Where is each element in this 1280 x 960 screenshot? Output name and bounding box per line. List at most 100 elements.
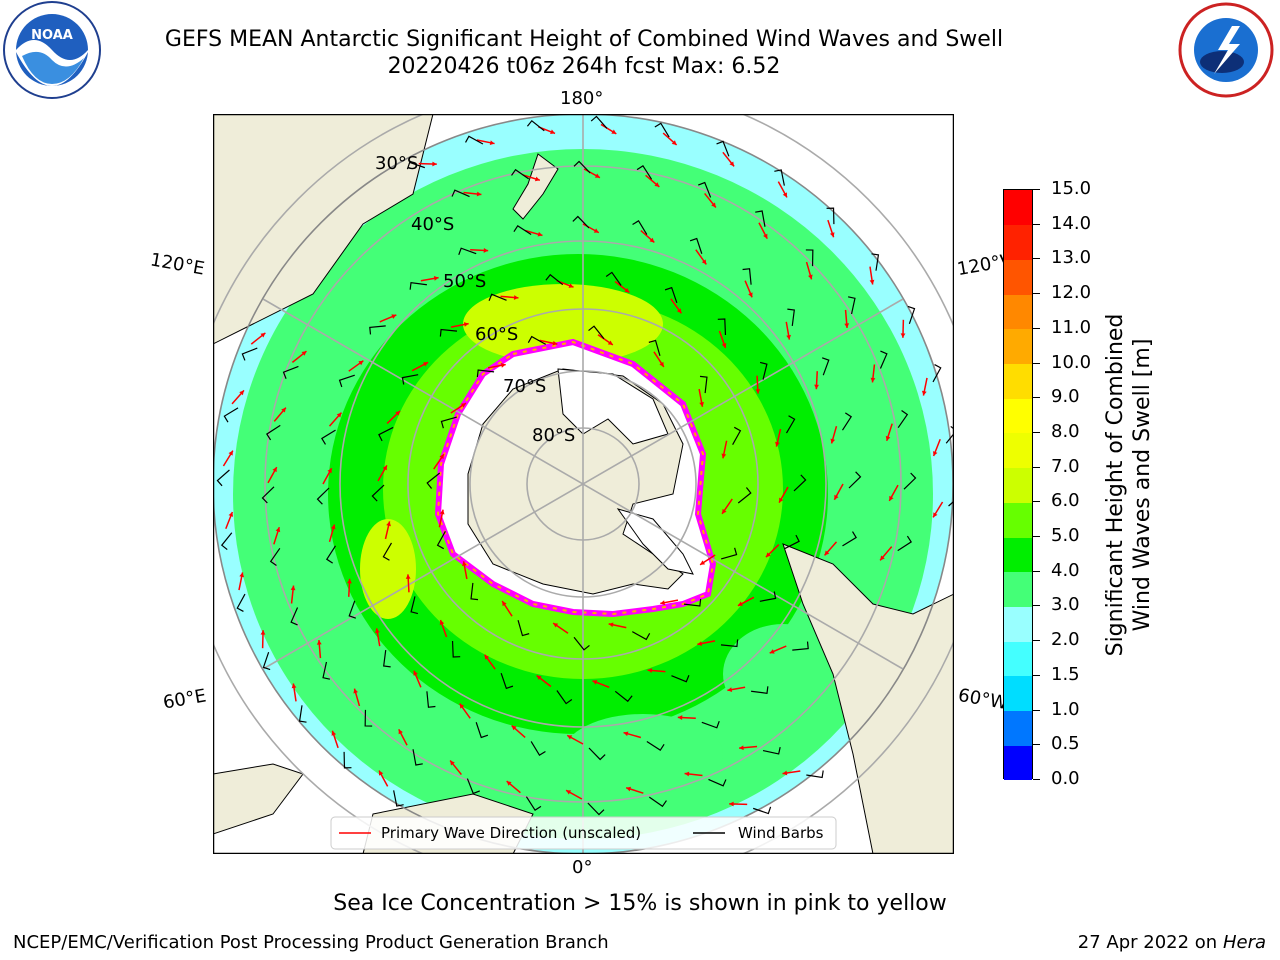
colorbar-tick-label: 6.0 bbox=[1051, 490, 1080, 512]
wind-barb bbox=[451, 189, 470, 198]
wind-barb bbox=[717, 318, 727, 336]
wind-barb bbox=[671, 674, 690, 683]
wind-barb bbox=[476, 369, 495, 378]
wave-arrow-head bbox=[386, 521, 391, 527]
wave-arrow-head bbox=[739, 745, 744, 751]
wave-arrow-head bbox=[382, 465, 387, 471]
colorbar-segment bbox=[1004, 190, 1032, 226]
wind-barb bbox=[371, 484, 385, 502]
wave-arrow-head bbox=[721, 453, 727, 459]
colorbar-tick-label: 5.0 bbox=[1051, 525, 1080, 547]
colorbar-tick-label: 11.0 bbox=[1051, 316, 1092, 338]
wind-barb bbox=[321, 429, 336, 445]
colorbar-segment bbox=[1004, 467, 1032, 503]
wind-barb bbox=[648, 796, 667, 808]
wave-arrow-head bbox=[671, 140, 677, 145]
wave-arrow-head bbox=[395, 410, 401, 416]
wind-barb bbox=[708, 778, 727, 787]
colorbar-tick bbox=[1033, 293, 1040, 295]
wind-barb bbox=[262, 652, 271, 671]
wave-arrow-head bbox=[459, 703, 465, 709]
wind-barb bbox=[451, 640, 461, 658]
wind-barb bbox=[654, 122, 670, 138]
wave-arrow-head bbox=[727, 687, 733, 692]
wind-barb bbox=[527, 335, 547, 345]
wave-arrow-head bbox=[330, 524, 336, 530]
wave-arrow-head bbox=[880, 555, 885, 561]
colorbar-segment bbox=[1004, 294, 1032, 330]
footer-host: Hera bbox=[1222, 932, 1266, 953]
wind-barb bbox=[261, 486, 275, 504]
wave-arrow-head bbox=[869, 279, 875, 285]
wave-arrow-head bbox=[647, 668, 653, 673]
wind-barb bbox=[465, 135, 484, 145]
wave-arrow-head bbox=[626, 786, 632, 792]
wind-barb bbox=[784, 534, 800, 550]
wave-arrow-head bbox=[700, 560, 706, 565]
footer-credit: NCEP/EMC/Verification Post Processing Pr… bbox=[13, 932, 609, 953]
wave-arrow-head bbox=[786, 334, 791, 340]
wave-arrow-head bbox=[327, 468, 332, 474]
wind-barb bbox=[513, 224, 532, 236]
wind-barb bbox=[847, 296, 856, 315]
wind-barb bbox=[525, 796, 542, 812]
wind-barb bbox=[774, 169, 785, 186]
wave-arrow-head bbox=[537, 231, 543, 237]
colorbar-tick-label: 0.5 bbox=[1051, 733, 1080, 755]
wave-arrow-head bbox=[423, 362, 429, 367]
colorbar-segment bbox=[1004, 571, 1032, 607]
wind-barb bbox=[907, 305, 916, 324]
colorbar-tick bbox=[1033, 466, 1040, 468]
colorbar-tick-label: 0.0 bbox=[1051, 768, 1080, 789]
wave-arrow-head bbox=[659, 361, 664, 367]
wind-barb bbox=[322, 661, 331, 680]
wind-barb bbox=[511, 168, 530, 180]
wave-arrow-head bbox=[476, 191, 482, 197]
colorbar-segment bbox=[1004, 328, 1032, 365]
wave-arrow-head bbox=[550, 129, 556, 135]
wave-arrow-head bbox=[779, 497, 784, 503]
wind-barb bbox=[572, 215, 590, 229]
wind-barb bbox=[742, 268, 752, 285]
wave-arrow-head bbox=[624, 287, 630, 293]
wave-arrow-head bbox=[921, 390, 927, 396]
antarctica bbox=[434, 338, 717, 618]
wave-arrow-head bbox=[331, 730, 337, 736]
vector-field bbox=[216, 115, 954, 816]
wind-barb bbox=[223, 407, 239, 423]
wave-arrow-head bbox=[281, 407, 286, 413]
noaa-logo: NOAA bbox=[3, 1, 101, 99]
colorbar-tick-label: 1.5 bbox=[1051, 663, 1080, 685]
wind-barb bbox=[792, 641, 809, 651]
wind-barb bbox=[488, 293, 507, 302]
wave-arrow-head bbox=[763, 233, 768, 239]
wave-arrow-head bbox=[737, 601, 743, 606]
wave-arrow-head bbox=[765, 552, 771, 558]
wave-arrow-head bbox=[228, 511, 234, 517]
colorbar-segment bbox=[1004, 502, 1032, 538]
wind-barb bbox=[683, 598, 702, 607]
wind-barb bbox=[945, 425, 954, 444]
wave-arrow-head bbox=[782, 192, 787, 198]
colorbar-segment bbox=[1004, 432, 1032, 469]
wave-arrow-head bbox=[439, 620, 445, 625]
wave-arrow-head bbox=[782, 770, 788, 776]
wind-barb bbox=[475, 722, 489, 739]
wind-barb bbox=[410, 596, 419, 615]
wave-arrow-head bbox=[830, 438, 836, 444]
lat-label-50s: 50°S bbox=[443, 271, 486, 292]
wind-barb bbox=[732, 426, 742, 446]
wind-barb bbox=[759, 591, 777, 602]
lat-label-80s: 80°S bbox=[532, 425, 575, 446]
wave-arrow-head bbox=[536, 675, 542, 681]
wind-barb bbox=[466, 778, 480, 795]
colorbar-tick-label: 1.0 bbox=[1051, 698, 1080, 720]
wind-barb bbox=[369, 325, 386, 335]
nws-logo bbox=[1178, 2, 1274, 98]
wave-arrow-head bbox=[511, 725, 517, 731]
legend-wind-barbs: Wind Barbs bbox=[738, 824, 824, 842]
wind-barb bbox=[556, 690, 573, 705]
wind-barb bbox=[614, 690, 633, 703]
colorbar-segment bbox=[1004, 710, 1032, 746]
wave-arrow-head bbox=[239, 390, 244, 396]
